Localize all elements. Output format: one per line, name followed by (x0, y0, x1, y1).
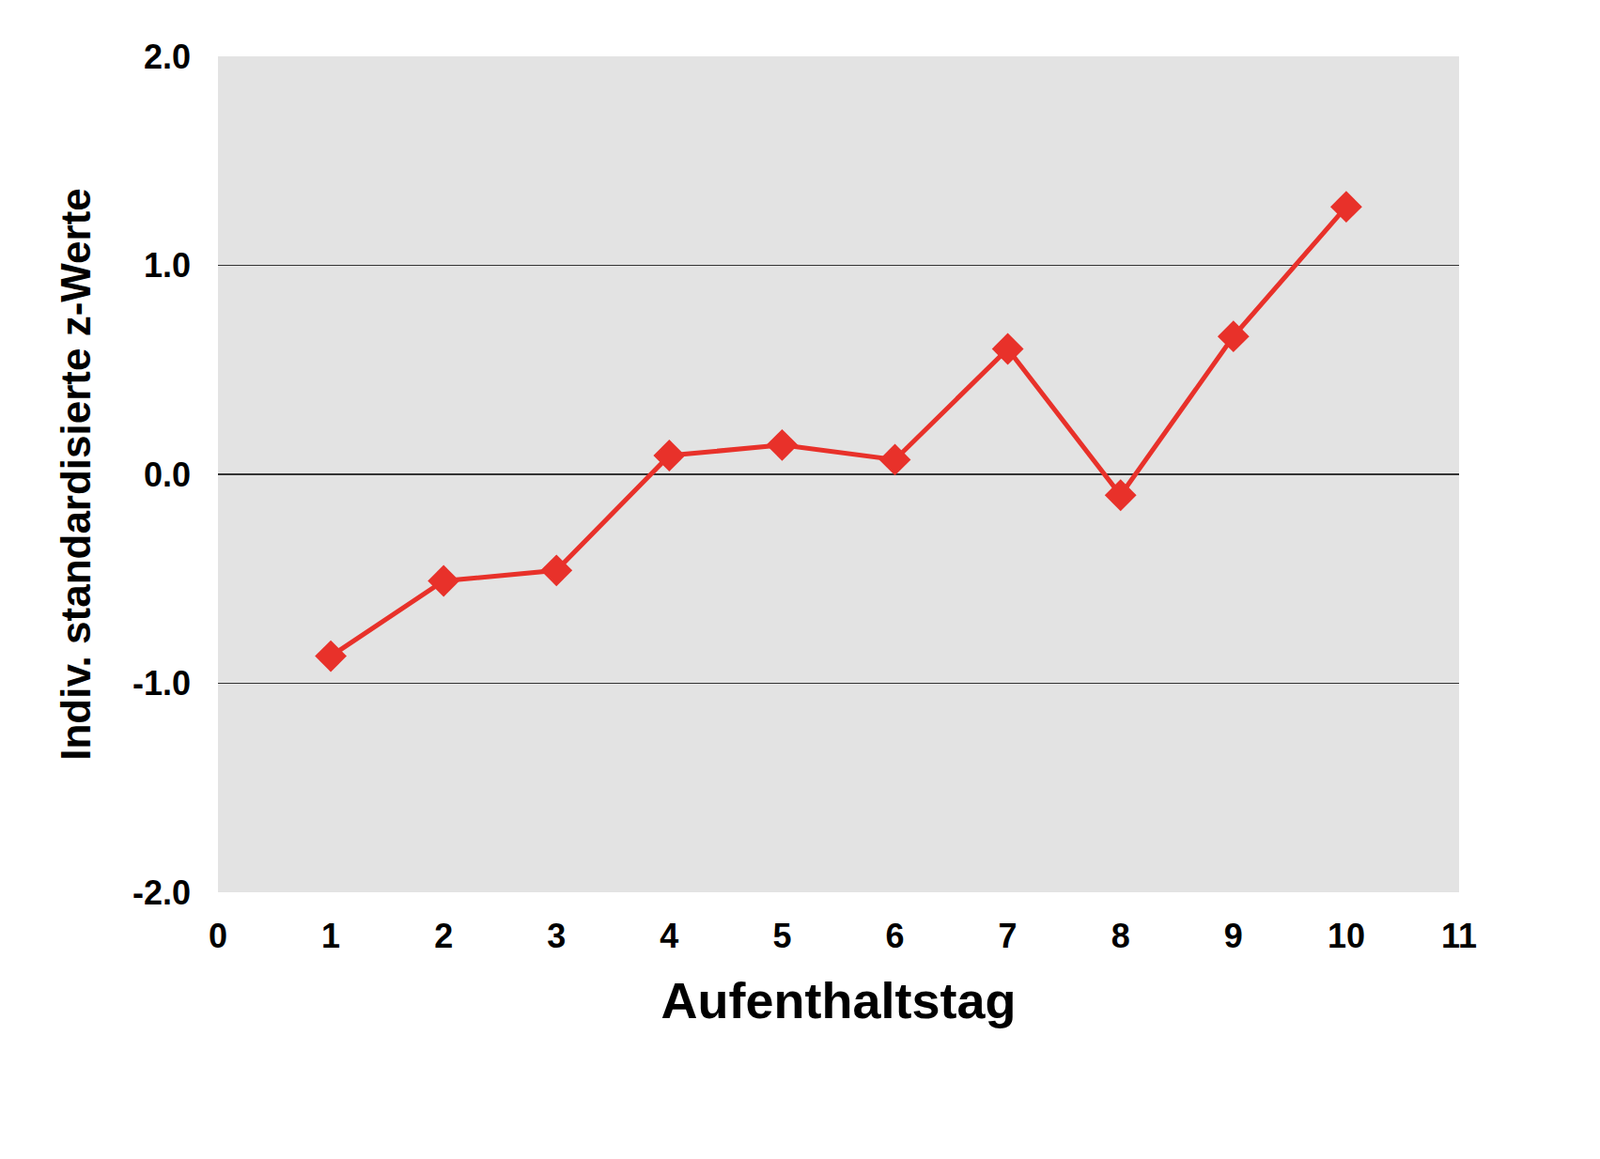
svg-text:5: 5 (772, 916, 792, 956)
svg-text:11: 11 (1441, 916, 1477, 956)
svg-text:-2.0: -2.0 (132, 873, 191, 913)
svg-text:Indiv. standardisierte z-Werte: Indiv. standardisierte z-Werte (52, 187, 99, 762)
svg-text:2.0: 2.0 (143, 37, 191, 77)
svg-text:1: 1 (321, 916, 341, 956)
svg-text:6: 6 (885, 916, 905, 956)
svg-text:9: 9 (1224, 916, 1243, 956)
svg-text:8: 8 (1111, 916, 1131, 956)
svg-text:2: 2 (434, 916, 453, 956)
svg-text:3: 3 (546, 916, 566, 956)
svg-text:10: 10 (1327, 916, 1366, 956)
svg-text:4: 4 (659, 916, 679, 956)
svg-text:-1.0: -1.0 (132, 664, 191, 703)
svg-text:0: 0 (208, 916, 228, 956)
svg-text:1.0: 1.0 (143, 246, 191, 285)
svg-text:Aufenthaltstag: Aufenthaltstag (661, 972, 1017, 1029)
svg-text:7: 7 (998, 916, 1018, 956)
svg-text:0.0: 0.0 (143, 455, 191, 495)
